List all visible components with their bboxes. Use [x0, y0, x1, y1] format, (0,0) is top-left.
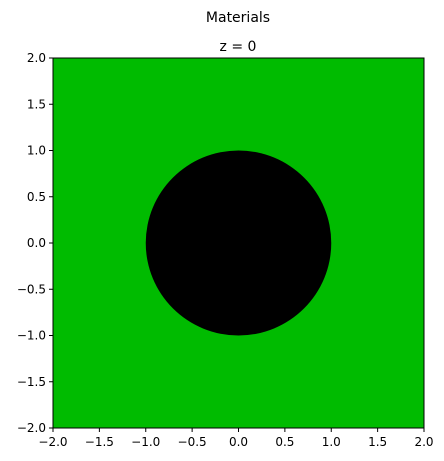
y-tick-label: 0.5: [27, 190, 46, 204]
x-axis: −2.0 −1.5 −1.0 −0.5 0.0 0.5 1.0 1.5 2.0: [38, 428, 434, 449]
circular-material-region: [145, 150, 332, 336]
x-tick-label: 1.0: [322, 435, 341, 449]
chart-title: Materials: [206, 10, 270, 26]
y-tick-label: −1.5: [17, 375, 46, 389]
y-tick-label: 1.0: [27, 144, 46, 158]
y-tick-label: −0.5: [17, 282, 46, 296]
x-tick-label: −1.0: [131, 435, 160, 449]
x-tick-label: 1.5: [368, 435, 387, 449]
plot-area: [53, 58, 424, 428]
y-tick-label: −1.0: [17, 329, 46, 343]
y-tick-label: −2.0: [17, 421, 46, 435]
x-tick-label: 0.5: [275, 435, 294, 449]
chart-subtitle: z = 0: [220, 39, 257, 55]
y-tick-label: 2.0: [27, 51, 46, 65]
y-axis: −2.0 −1.5 −1.0 −0.5 0.0 0.5 1.0 1.5 2.0: [17, 51, 53, 435]
x-tick-label: −1.5: [85, 435, 114, 449]
x-tick-label: −2.0: [38, 435, 67, 449]
x-tick-label: −0.5: [178, 435, 207, 449]
x-tick-label: 0.0: [229, 435, 248, 449]
y-tick-label: 0.0: [27, 236, 46, 250]
y-tick-label: 1.5: [27, 97, 46, 111]
x-tick-label: 2.0: [414, 435, 433, 449]
